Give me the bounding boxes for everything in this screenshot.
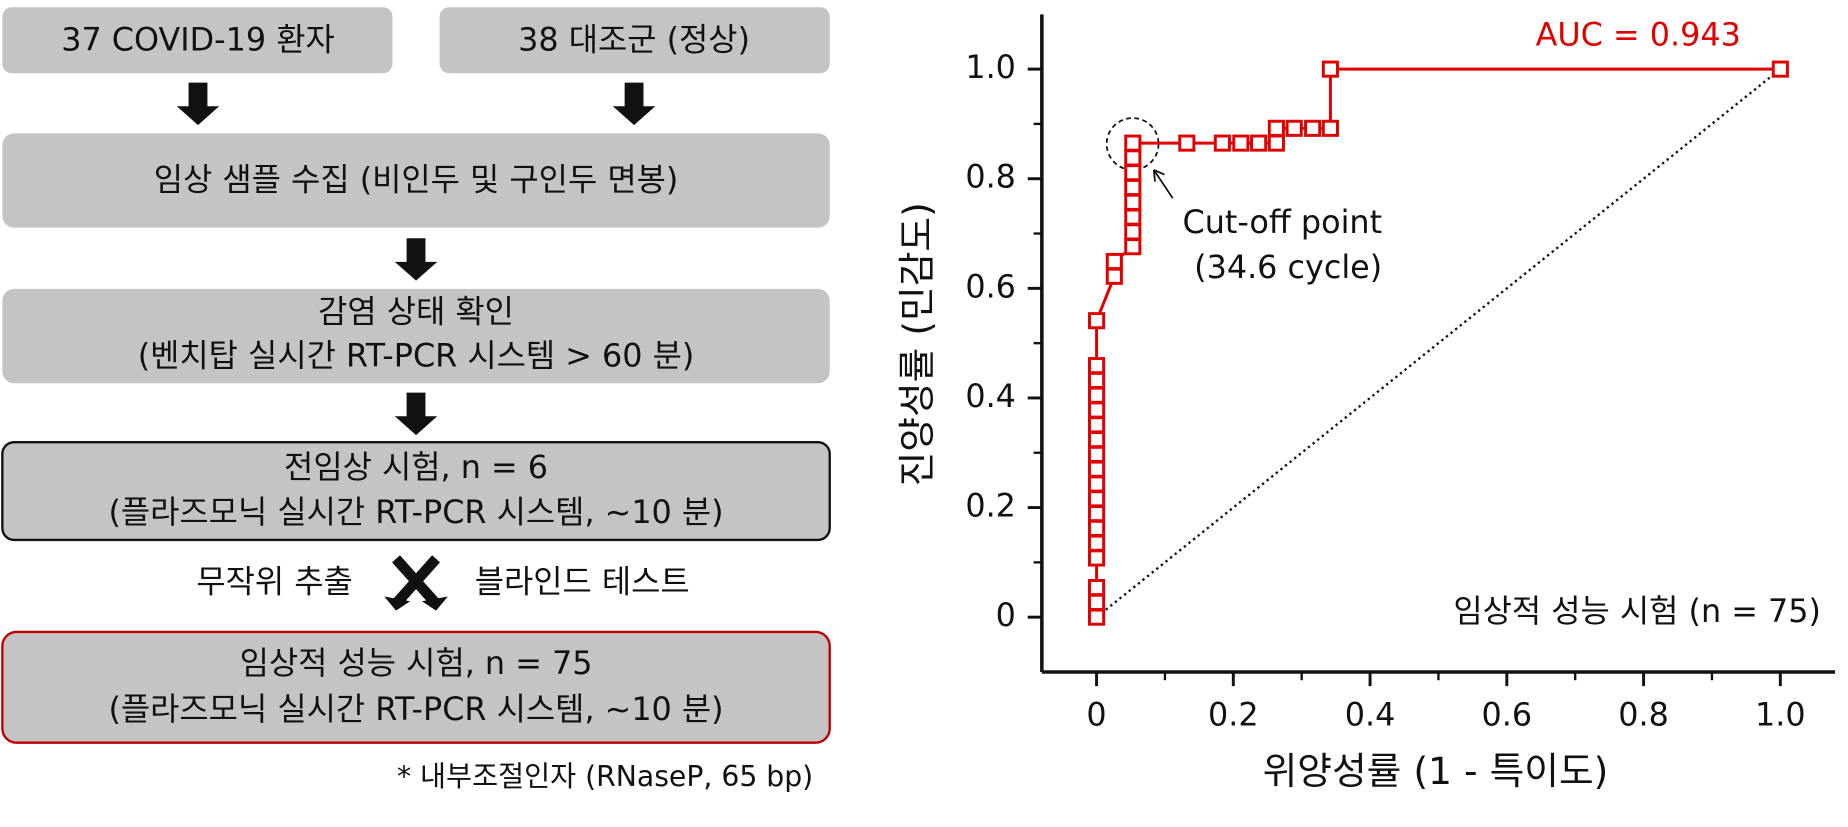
roc-point (1232, 134, 1250, 152)
x-tick-label: 0.4 (1345, 696, 1396, 734)
box-text: 임상적 성능 시험, n = 75 (240, 644, 593, 682)
box-text: 37 COVID-19 환자 (61, 20, 335, 58)
roc-point (1088, 549, 1106, 567)
roc-point (1250, 134, 1268, 152)
chart: AUC = 0.943 Cut-off point (34.6 cycle) 임… (895, 14, 1836, 793)
roc-point (1088, 505, 1106, 523)
roc-point (1771, 60, 1789, 78)
roc-point (1088, 312, 1106, 330)
roc-point (1124, 208, 1142, 226)
box-text: 감염 상태 확인 (318, 293, 514, 331)
split-text: 블라인드 테스트 (475, 563, 690, 601)
roc-point (1105, 267, 1123, 285)
arrow (394, 238, 438, 281)
reference-line (1095, 68, 1782, 619)
roc-point (1088, 371, 1106, 389)
roc-point (1124, 149, 1142, 167)
cross-arrow (392, 555, 441, 608)
roc-point (1088, 475, 1106, 493)
roc-point (1267, 134, 1285, 152)
y-tick-label: 0.2 (965, 487, 1016, 525)
split-text: 무작위 추출 (196, 563, 352, 601)
roc-point (1088, 490, 1106, 508)
roc-point (1088, 519, 1106, 537)
box-text: (플라즈모닉 실시간 RT-PCR 시스템, ~10 분) (108, 690, 723, 728)
roc-point (1213, 134, 1231, 152)
x-tick-label: 0.8 (1618, 696, 1669, 734)
box (2, 288, 830, 384)
cutoff-label: Cut-off point (1183, 203, 1383, 241)
test-label: 임상적 성능 시험 (n = 75) (1453, 592, 1821, 630)
box-text: (플라즈모닉 실시간 RT-PCR 시스템, ~10 분) (108, 493, 723, 531)
roc-point (1088, 460, 1106, 478)
roc-point (1088, 431, 1106, 449)
roc-point (1124, 193, 1142, 211)
box-text: (벤치탑 실시간 RT-PCR 시스템 > 60 분) (138, 336, 695, 374)
roc-point (1321, 119, 1339, 137)
roc-point (1088, 445, 1106, 463)
roc-point (1105, 252, 1123, 271)
box (439, 7, 830, 74)
box-text: 임상 샘플 수집 (비인두 및 구인두 면봉) (154, 161, 679, 199)
roc-point (1088, 416, 1106, 434)
y-tick-label: 0.6 (965, 267, 1016, 305)
roc-point (1178, 134, 1196, 152)
arrow (394, 392, 438, 436)
y-tick-label: 0 (996, 596, 1016, 634)
arrow (612, 82, 656, 126)
roc-point (1124, 223, 1142, 241)
footnote: * 내부조절인자 (RNaseP, 65 bp) (397, 760, 813, 793)
cross-arrow-head (384, 596, 448, 611)
auc-label: AUC = 0.943 (1536, 16, 1741, 54)
roc-point (1304, 119, 1322, 137)
roc-point (1088, 357, 1106, 375)
box (1, 630, 831, 744)
roc-point (1124, 134, 1142, 152)
roc-point (1124, 164, 1142, 182)
box (1, 440, 831, 542)
x-axis-label: 위양성률 (1 - 특이도) (1263, 749, 1609, 793)
x-tick-label: 0 (1086, 696, 1106, 734)
y-tick-label: 0.8 (965, 158, 1016, 196)
roc-point (1088, 386, 1106, 404)
x-tick-label: 1.0 (1755, 696, 1806, 734)
y-tick-label: 1.0 (965, 48, 1016, 86)
x-tick-label: 0.2 (1208, 696, 1259, 734)
arrow (176, 82, 220, 126)
cutoff-arrow (1152, 169, 1174, 199)
roc-point (1088, 401, 1106, 419)
x-tick-label: 0.6 (1482, 696, 1533, 734)
roc-point (1124, 238, 1142, 256)
roc-point (1267, 119, 1285, 137)
cutoff-value: (34.6 cycle) (1194, 248, 1382, 286)
box (2, 133, 830, 228)
roc-point (1088, 579, 1106, 597)
y-axis-label: 진양성률 (민감도) (895, 202, 939, 486)
flowchart: 37 COVID-19 환자 38 대조군 (정상) 임상 샘플 수집 (비인두… (1, 7, 831, 793)
roc-point (1124, 178, 1142, 197)
roc-point (1321, 60, 1339, 78)
y-tick-label: 0.4 (965, 377, 1016, 415)
roc-point (1088, 593, 1106, 611)
roc-point (1285, 119, 1303, 137)
roc-point (1088, 608, 1106, 626)
box-text: 전임상 시험, n = 6 (284, 448, 548, 486)
box-text: 38 대조군 (정상) (518, 20, 750, 58)
box (2, 7, 393, 74)
roc-point (1088, 534, 1106, 552)
